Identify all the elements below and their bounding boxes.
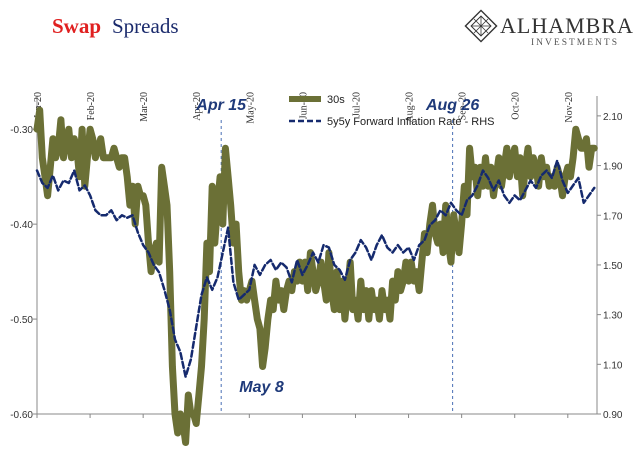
right-tick-label: 1.10 bbox=[603, 360, 623, 371]
x-tick-group: Jan-20 Feb-20 Mar-20 Apr-20 May-20 Jun-20 Jul-… bbox=[33, 92, 575, 418]
x-tick-label: Oct-20 bbox=[511, 92, 522, 120]
x-tick-label: Jan-20 bbox=[33, 92, 44, 119]
right-tick-label: 2.10 bbox=[603, 112, 623, 123]
x-tick-label: Jun-20 bbox=[298, 92, 309, 119]
annotation-label: Aug 26 bbox=[425, 97, 479, 114]
left-tick-label: -0.40 bbox=[10, 220, 33, 231]
legend-label-30s: 30s bbox=[327, 94, 345, 106]
right-tick-label: 1.30 bbox=[603, 311, 623, 322]
left-tick-label: -0.60 bbox=[10, 410, 33, 421]
x-tick-label: Sep-20 bbox=[458, 92, 469, 120]
x-tick-label: Mar-20 bbox=[139, 92, 150, 122]
right-tick-group: 2.10 1.90 1.70 1.50 1.30 1.10 0.90 bbox=[597, 112, 623, 421]
legend-label-5y5y: 5y5y Forward Inflation Rate - RHS bbox=[327, 116, 495, 128]
series-line-5y5y bbox=[35, 159, 596, 378]
right-tick-label: 0.90 bbox=[603, 410, 623, 421]
legend: 30s 5y5y Forward Inflation Rate - RHS bbox=[289, 94, 495, 128]
series-line-30s bbox=[33, 106, 598, 446]
right-tick-label: 1.50 bbox=[603, 261, 623, 272]
annotation-label: Apr 15 bbox=[195, 97, 247, 114]
right-tick-label: 1.90 bbox=[603, 162, 623, 173]
alhambra-logo: ALHAMBRA INVESTMENTS bbox=[464, 9, 634, 48]
series-group bbox=[33, 106, 598, 446]
x-tick-label: Feb-20 bbox=[86, 92, 97, 120]
x-tick-label: Jul-20 bbox=[351, 92, 362, 117]
left-tick-label: -0.50 bbox=[10, 315, 33, 326]
logo-name: ALHAMBRA bbox=[500, 13, 634, 38]
x-tick-label: Apr-20 bbox=[192, 92, 203, 121]
left-tick-group: -0.30 -0.40 -0.50 -0.60 bbox=[10, 125, 37, 421]
x-tick-label: Nov-20 bbox=[564, 92, 575, 123]
annotation-group: Apr 15 May 8 Aug 26 bbox=[195, 97, 479, 396]
chart-title-part1: Swap bbox=[52, 14, 101, 38]
right-tick-label: 1.70 bbox=[603, 211, 623, 222]
annotation-label: May 8 bbox=[239, 379, 284, 396]
diamond-logo-icon bbox=[464, 9, 498, 43]
plot-axes bbox=[36, 96, 598, 415]
x-tick-label: Aug-20 bbox=[405, 92, 416, 123]
chart-title-part2: Spreads bbox=[112, 14, 179, 38]
x-tick-label: May-20 bbox=[245, 92, 256, 124]
left-tick-label: -0.30 bbox=[10, 125, 33, 136]
logo-subtitle: INVESTMENTS bbox=[531, 38, 619, 48]
